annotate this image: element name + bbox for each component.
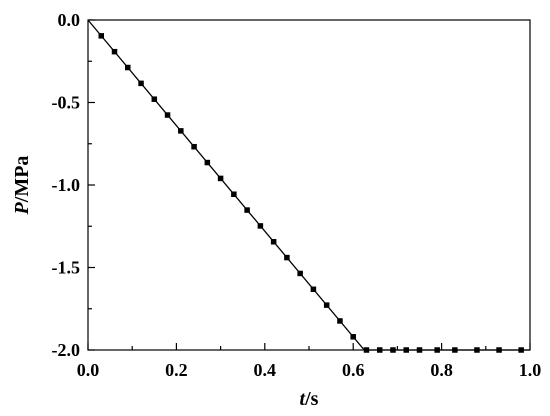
- x-axis-title: t/s: [300, 388, 319, 410]
- plot-area: [87, 19, 531, 351]
- data-point: [257, 223, 264, 229]
- y-axis: 0.0 -0.5 -1.0 -1.5 -2.0: [52, 10, 95, 360]
- data-point: [138, 80, 144, 87]
- data-point: [416, 347, 423, 353]
- y-axis-variable: P: [11, 201, 33, 215]
- data-point: [111, 48, 118, 55]
- x-axis-variable: t: [300, 388, 307, 410]
- data-point: [363, 347, 370, 353]
- plot-frame: [87, 19, 531, 351]
- data-point: [518, 347, 524, 353]
- data-point: [244, 207, 250, 213]
- data-point: [474, 347, 480, 353]
- data-point: [125, 64, 131, 71]
- data-point: [323, 302, 330, 308]
- series-layer: [87, 19, 530, 353]
- x-axis-unit: /s: [304, 388, 319, 410]
- data-point: [231, 191, 237, 197]
- y-tick-label: -0.5: [52, 93, 81, 113]
- x-tick-label: 0.6: [342, 360, 365, 380]
- data-point: [376, 347, 383, 353]
- series-line: [87, 19, 530, 351]
- data-point: [434, 347, 440, 353]
- y-axis-unit: /MPa: [11, 156, 33, 204]
- x-axis: 0.0 0.2 0.4 0.6 0.8 1.0: [77, 343, 542, 380]
- y-axis-title: P/MPa: [11, 156, 33, 216]
- data-point: [284, 254, 290, 261]
- x-tick-label: 0.2: [165, 360, 188, 380]
- x-tick-label: 0.8: [430, 360, 453, 380]
- data-point: [452, 347, 458, 353]
- data-point: [204, 159, 211, 166]
- data-point: [270, 239, 277, 245]
- x-tick-label: 0.4: [254, 360, 277, 380]
- y-tick-label: -2.0: [52, 340, 81, 360]
- data-point: [191, 143, 197, 150]
- data-point: [337, 318, 343, 324]
- y-tick-label: 0.0: [58, 10, 81, 30]
- data-point: [297, 270, 303, 277]
- x-tick-label: 1.0: [519, 360, 542, 380]
- data-point: [310, 286, 317, 293]
- data-point: [98, 33, 105, 39]
- y-tick-label: -1.5: [52, 258, 81, 278]
- data-point: [390, 347, 396, 353]
- data-point: [178, 128, 184, 134]
- data-point: [164, 112, 171, 118]
- data-point: [217, 175, 224, 182]
- x-tick-label: 0.0: [77, 360, 100, 380]
- data-point: [350, 334, 356, 340]
- data-point: [496, 347, 502, 353]
- y-tick-label: -1.0: [52, 175, 81, 195]
- data-point: [151, 96, 158, 102]
- data-point: [403, 347, 409, 353]
